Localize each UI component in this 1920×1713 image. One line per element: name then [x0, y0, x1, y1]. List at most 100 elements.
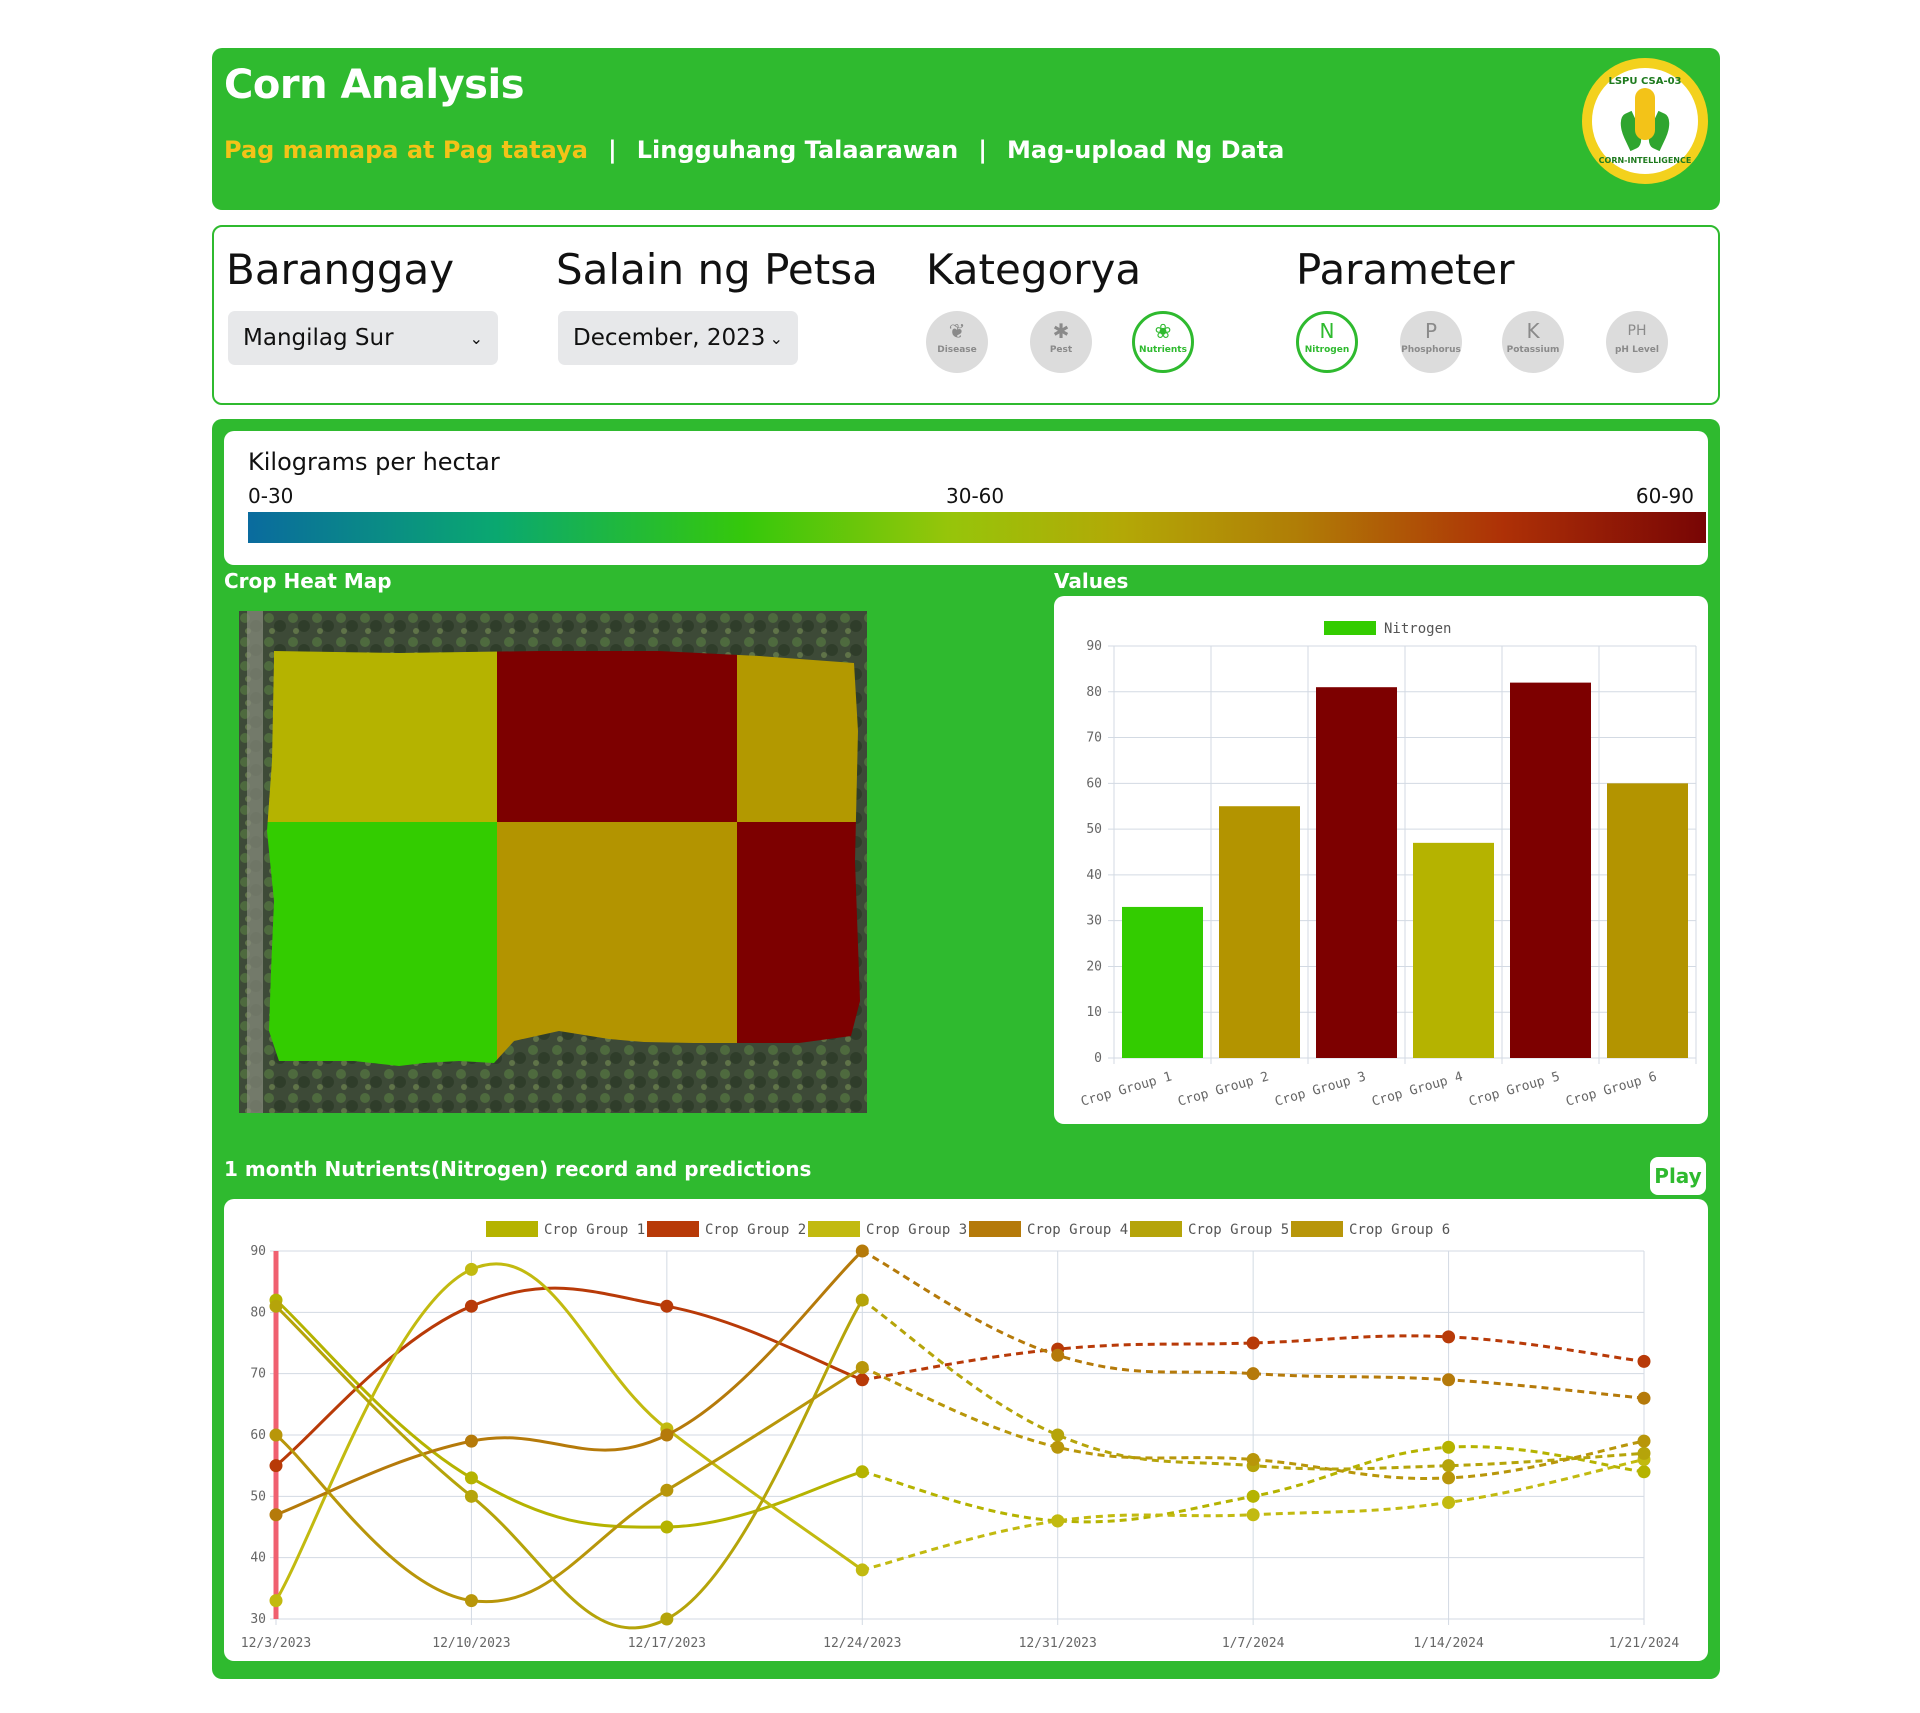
parameter-nitrogen-button[interactable]: N Nitrogen [1296, 311, 1358, 373]
y-tick-label: 50 [1086, 822, 1102, 837]
x-tick-label: Crop Group 2 [1176, 1069, 1270, 1109]
parameter-label: pH Level [1614, 345, 1659, 355]
y-tick-label: 30 [1086, 914, 1102, 929]
legend-swatch-crop-group-1 [486, 1221, 538, 1237]
data-point-crop-group-1 [464, 1471, 478, 1485]
category-nutrients-button[interactable]: ❀ Nutrients [1132, 311, 1194, 373]
heatmap-cell-1[interactable] [239, 611, 497, 822]
x-tick-label: 1/7/2024 [1222, 1636, 1285, 1651]
legend-range-high: 60-90 [1635, 484, 1694, 508]
heat-map-svg [239, 611, 867, 1113]
legend-label-crop-group-5: Crop Group 5 [1188, 1222, 1289, 1238]
legend-swatch-crop-group-3 [808, 1221, 860, 1237]
date-filter-value: December, 2023 [573, 325, 766, 351]
data-point-crop-group-2 [1637, 1354, 1651, 1368]
nav-link-weekly-log[interactable]: Lingguhang Talaarawan [636, 136, 959, 164]
series-line-predicted-crop-group-5 [861, 1298, 1645, 1471]
barangay-select-value: Mangilag Sur [243, 325, 394, 351]
series-line-predicted-crop-group-4 [861, 1249, 1645, 1400]
data-point-crop-group-1 [1442, 1440, 1456, 1454]
y-tick-label: 40 [250, 1551, 266, 1566]
crop-heat-map[interactable] [239, 611, 867, 1113]
x-tick-label: 1/14/2024 [1413, 1636, 1484, 1651]
data-point-crop-group-2 [1442, 1330, 1456, 1344]
data-point-crop-group-3 [1246, 1508, 1260, 1522]
data-point-crop-group-2 [269, 1459, 283, 1473]
y-tick-label: 60 [1086, 776, 1102, 791]
y-tick-label: 30 [250, 1612, 266, 1627]
heatmap-cell-4[interactable] [239, 822, 497, 1113]
play-button[interactable]: Play [1650, 1157, 1706, 1195]
header-bar: Corn Analysis Pag mamapa at Pag tataya |… [212, 48, 1720, 210]
data-point-crop-group-4 [1637, 1391, 1651, 1405]
category-label: Nutrients [1139, 345, 1187, 355]
legend-swatch-crop-group-4 [969, 1221, 1021, 1237]
category-label: Disease [937, 345, 977, 355]
legend-label-crop-group-4: Crop Group 4 [1027, 1222, 1128, 1238]
legend-swatch-crop-group-5 [1130, 1221, 1182, 1237]
nav-separator: | [978, 136, 988, 164]
parameter-ph-button[interactable]: PH pH Level [1606, 311, 1668, 373]
bar-crop-group-5 [1510, 682, 1591, 1058]
bar-crop-group-2 [1219, 806, 1300, 1058]
data-point-crop-group-3 [855, 1563, 869, 1577]
series-line-recorded-crop-group-4 [275, 1249, 864, 1517]
category-pest-button[interactable]: ✱ Pest [1030, 311, 1092, 373]
nav-link-upload-data[interactable]: Mag-upload Ng Data [1007, 136, 1285, 164]
data-point-crop-group-3 [269, 1594, 283, 1608]
bar-crop-group-1 [1122, 906, 1203, 1058]
x-tick-label: 12/3/2023 [241, 1636, 311, 1651]
nitrogen-icon: N [1319, 319, 1335, 343]
barangay-heading: Baranggay [226, 245, 455, 294]
data-point-crop-group-5 [855, 1293, 869, 1307]
record-chart-title: 1 month Nutrients(Nitrogen) record and p… [224, 1157, 812, 1181]
series-line-recorded-crop-group-6 [275, 1366, 864, 1604]
heatmap-cell-6[interactable] [737, 822, 867, 1113]
parameter-phosphorus-button[interactable]: P Phosphorus [1400, 311, 1462, 373]
series-line-recorded-crop-group-2 [275, 1286, 863, 1467]
color-scale-legend: Kilograms per hectar 0-30 30-60 60-90 [224, 431, 1708, 565]
y-tick-label: 0 [1094, 1051, 1102, 1066]
heatmap-cell-3[interactable] [737, 611, 867, 822]
data-point-crop-group-3 [1051, 1514, 1065, 1528]
data-point-crop-group-4 [1246, 1367, 1260, 1381]
data-point-crop-group-6 [1637, 1434, 1651, 1448]
y-tick-label: 70 [250, 1367, 266, 1382]
y-tick-label: 20 [1086, 959, 1102, 974]
data-point-crop-group-1 [1246, 1489, 1260, 1503]
data-point-crop-group-1 [660, 1520, 674, 1534]
bar-crop-group-3 [1316, 687, 1397, 1058]
y-tick-label: 90 [250, 1244, 266, 1259]
y-tick-label: 50 [250, 1489, 266, 1504]
data-point-crop-group-6 [464, 1594, 478, 1608]
parameter-potassium-button[interactable]: K Potassium [1502, 311, 1564, 373]
data-point-crop-group-4 [464, 1434, 478, 1448]
parameter-label: Nitrogen [1304, 345, 1350, 355]
category-disease-button[interactable]: ❦ Disease [926, 311, 988, 373]
heatmap-cell-2[interactable] [497, 611, 737, 822]
date-filter-select[interactable]: December, 2023 ⌄ [558, 311, 798, 365]
record-line-chart-card: Crop Group 1 Crop Group 2 Crop Group 3 Crop… [224, 1199, 1708, 1661]
parameter-heading: Parameter [1296, 245, 1515, 294]
data-point-crop-group-3 [1442, 1495, 1456, 1509]
y-tick-label: 70 [1086, 731, 1102, 746]
corn-icon [1635, 88, 1655, 140]
data-point-crop-group-3 [464, 1262, 478, 1276]
data-point-crop-group-4 [269, 1508, 283, 1522]
data-point-crop-group-6 [855, 1361, 869, 1375]
data-point-crop-group-6 [1246, 1453, 1260, 1467]
values-title: Values [1054, 569, 1129, 593]
legend-label-crop-group-6: Crop Group 6 [1349, 1222, 1450, 1238]
data-point-crop-group-4 [855, 1244, 869, 1258]
x-tick-label: Crop Group 1 [1079, 1069, 1173, 1109]
barangay-select[interactable]: Mangilag Sur ⌄ [228, 311, 498, 365]
nav-separator: | [607, 136, 617, 164]
heatmap-cell-5[interactable] [497, 822, 737, 1113]
main-nav: Pag mamapa at Pag tataya | Lingguhang Ta… [224, 136, 1284, 164]
data-point-crop-group-5 [1637, 1446, 1651, 1460]
nav-link-mapping[interactable]: Pag mamapa at Pag tataya [224, 136, 588, 164]
lspu-logo: LSPU CSA-03 CORN-INTELLIGENCE [1582, 58, 1708, 184]
x-tick-label: Crop Group 3 [1273, 1069, 1367, 1109]
